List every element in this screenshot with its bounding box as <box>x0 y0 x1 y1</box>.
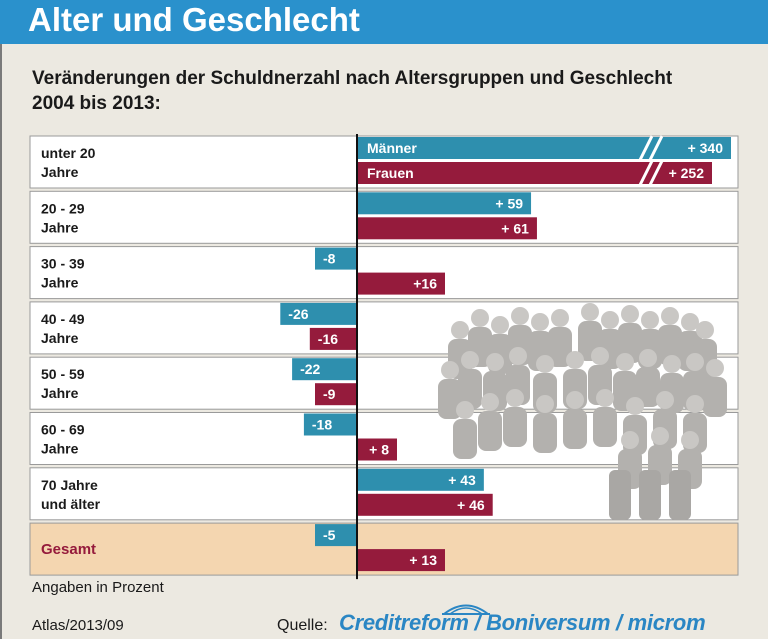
data-label: + 43 <box>448 472 476 488</box>
bar-frauen <box>357 549 445 572</box>
category-label: unter 20 <box>41 145 96 161</box>
bar-maenner <box>315 247 357 270</box>
bar-maenner <box>303 413 357 436</box>
axis-break-mark <box>638 160 654 186</box>
bar-maenner <box>357 192 532 215</box>
crowd-illustration <box>438 303 727 520</box>
bar-frauen <box>357 272 445 295</box>
row-box-left <box>29 135 358 189</box>
data-label: -9 <box>323 386 336 402</box>
category-label-line2: Jahre <box>41 441 79 457</box>
source-label: Quelle: <box>277 617 328 634</box>
page-title: Alter und Geschlecht <box>28 1 360 38</box>
legend-label: Frauen <box>367 165 414 181</box>
bar-frauen <box>357 493 493 516</box>
chart-subtitle: Veränderungen der Schuldnerzahl nach Alt… <box>32 66 752 116</box>
unit-note: Angaben in Prozent <box>32 579 164 596</box>
category-label-line2: Jahre <box>41 219 79 235</box>
data-label: -18 <box>312 417 332 433</box>
data-label: + 61 <box>501 220 529 236</box>
row-box-left <box>29 190 358 244</box>
category-label: 70 Jahre <box>41 477 98 493</box>
category-label-line2: Jahre <box>41 164 79 180</box>
data-label: -16 <box>318 331 338 347</box>
bar-frauen <box>357 162 712 184</box>
category-label-line2: und älter <box>41 496 101 512</box>
data-label: + 59 <box>495 195 523 211</box>
frame-line <box>0 44 2 639</box>
data-label: + 8 <box>369 442 389 458</box>
data-label: + 252 <box>669 165 705 181</box>
axis-break-mark <box>648 160 664 186</box>
subtitle-line-2: 2004 bis 2013: <box>32 93 161 114</box>
data-label: +16 <box>413 276 437 292</box>
subtitle-line-1: Veränderungen der Schuldnerzahl nach Alt… <box>32 68 673 89</box>
data-label: -5 <box>323 527 336 543</box>
row-box-left <box>29 412 358 465</box>
bar-frauen <box>315 383 357 406</box>
axis-break-mark <box>638 135 654 161</box>
row-box-left <box>29 467 358 521</box>
data-label: -8 <box>323 251 336 267</box>
data-label: -26 <box>288 306 308 322</box>
category-label: 50 - 59 <box>41 366 85 382</box>
data-label: + 13 <box>409 552 437 568</box>
category-label: 20 - 29 <box>41 200 85 216</box>
creditreform-logo-icon <box>442 604 490 615</box>
header-bar: Alter und Geschlecht <box>0 0 768 44</box>
bar-maenner <box>280 302 357 325</box>
bar-frauen <box>357 217 537 240</box>
atlas-reference: Atlas/2013/09 <box>32 617 124 634</box>
data-label: -22 <box>300 361 320 377</box>
bar-maenner <box>357 468 484 491</box>
bar-maenner <box>292 358 357 381</box>
source-brand: Creditreform / Boniversum / microm <box>339 610 706 635</box>
bar-maenner <box>357 137 731 159</box>
bar-maenner <box>315 524 357 547</box>
data-label: + 340 <box>688 140 724 156</box>
data-label: + 46 <box>457 497 485 513</box>
row-box-left <box>29 246 358 300</box>
row-box-left <box>29 522 358 576</box>
category-label-line2: Jahre <box>41 385 79 401</box>
category-label: Gesamt <box>41 541 96 558</box>
category-label: 30 - 39 <box>41 256 85 272</box>
legend-label: Männer <box>367 140 417 156</box>
bar-frauen <box>357 438 397 461</box>
category-label: 40 - 49 <box>41 311 85 327</box>
category-label-line2: Jahre <box>41 275 79 291</box>
category-label: 60 - 69 <box>41 422 85 438</box>
axis-break-mark <box>648 135 664 161</box>
bar-frauen <box>309 327 357 350</box>
category-label-line2: Jahre <box>41 330 79 346</box>
